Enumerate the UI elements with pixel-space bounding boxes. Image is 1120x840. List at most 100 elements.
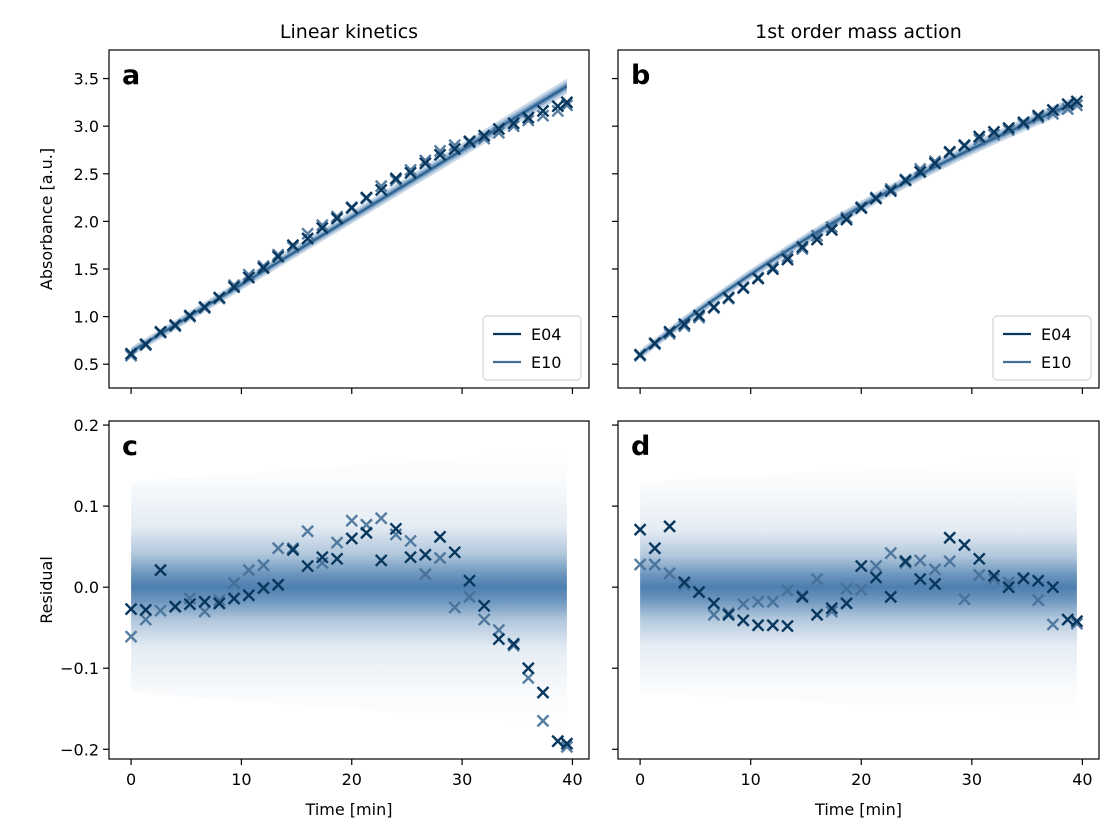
data-point: [677, 319, 691, 333]
data-point: [692, 311, 706, 324]
data-point: [1046, 103, 1060, 117]
data-point: [943, 531, 957, 545]
data-point: [899, 554, 912, 568]
data-point: [1070, 614, 1084, 628]
y-tick-label: 1.5: [74, 260, 99, 279]
data-point: [928, 156, 942, 170]
data-point: [183, 309, 197, 322]
data-point: [722, 291, 735, 304]
data-point: [448, 142, 462, 156]
series-e04: [124, 522, 574, 750]
data-point: [183, 597, 197, 611]
data-point: [840, 597, 853, 610]
data-point: [663, 520, 676, 533]
data-point: [448, 545, 462, 559]
data-point: [212, 593, 226, 607]
x-tick-label: 10: [741, 770, 761, 789]
data-point: [374, 554, 388, 567]
data-point: [463, 574, 476, 588]
data-point: [987, 128, 1001, 142]
y-tick-label: 3.0: [74, 117, 99, 136]
data-point: [463, 135, 476, 148]
data-point: [722, 608, 735, 622]
data-point: [751, 595, 765, 609]
series-e04: [633, 95, 1084, 362]
data-point: [1031, 593, 1045, 607]
data-point: [751, 618, 765, 632]
y-tick-label: 0.2: [74, 416, 99, 435]
y-tick-label: 2.0: [74, 212, 99, 231]
uncertainty-band: [131, 449, 567, 725]
plot-area: [124, 78, 574, 362]
panel-title: 1st order mass action: [755, 21, 962, 43]
data-point: [419, 548, 432, 562]
data-point: [212, 597, 226, 610]
data-point: [987, 569, 1001, 583]
data-point: [404, 163, 417, 177]
data-point: [958, 138, 971, 152]
data-point: [433, 144, 447, 158]
data-point: [795, 590, 809, 604]
data-point: [1017, 116, 1030, 129]
data-point: [560, 96, 574, 109]
y-tick-label: 0.5: [74, 355, 99, 374]
data-point: [972, 552, 986, 566]
data-point: [551, 734, 565, 748]
data-point: [736, 614, 750, 627]
data-point: [677, 578, 691, 592]
panel-label: b: [631, 60, 650, 91]
data-point: [766, 618, 780, 632]
data-point: [913, 162, 927, 176]
data-point: [1002, 121, 1016, 135]
data-point: [825, 220, 839, 234]
y-tick-label: −0.1: [60, 659, 99, 678]
panel-title: Linear kinetics: [280, 21, 418, 43]
data-point: [913, 572, 927, 586]
data-point: [242, 268, 256, 282]
panel-label: a: [122, 60, 140, 91]
data-point: [463, 590, 476, 604]
data-point: [1046, 107, 1060, 121]
data-point: [899, 174, 912, 187]
data-point: [766, 595, 780, 609]
data-point: [536, 686, 550, 699]
data-point: [536, 104, 550, 118]
data-point: [301, 227, 314, 241]
data-point: [869, 192, 883, 205]
data-point: [139, 337, 153, 351]
data-point: [477, 132, 491, 145]
series-e04: [124, 96, 574, 361]
data-point: [492, 122, 506, 136]
data-point: [1046, 618, 1060, 631]
data-point: [1031, 111, 1045, 124]
data-point: [286, 543, 300, 557]
data-point: [781, 584, 794, 597]
data-point: [301, 232, 314, 245]
x-tick-label: 40: [1072, 770, 1092, 789]
data-point: [854, 559, 868, 573]
data-point: [781, 250, 794, 263]
data-point: [663, 567, 676, 580]
data-point: [943, 554, 957, 568]
data-point: [677, 317, 691, 331]
data-point: [389, 522, 403, 536]
data-point: [330, 552, 344, 566]
data-point: [1046, 580, 1060, 594]
series-e04: [633, 520, 1084, 633]
data-point: [507, 116, 520, 130]
data-point: [257, 261, 270, 275]
data-point: [692, 585, 706, 599]
data-point: [736, 281, 750, 295]
data-point: [271, 541, 285, 555]
data-point: [1031, 574, 1045, 588]
data-point: [884, 184, 898, 198]
data-point: [987, 572, 1001, 586]
data-point: [781, 253, 794, 266]
data-point: [707, 608, 721, 622]
x-tick-label: 30: [962, 770, 982, 789]
data-point: [766, 262, 780, 276]
data-point: [360, 191, 373, 204]
y-tick-label: 0.0: [74, 578, 99, 597]
data-point: [330, 212, 344, 225]
